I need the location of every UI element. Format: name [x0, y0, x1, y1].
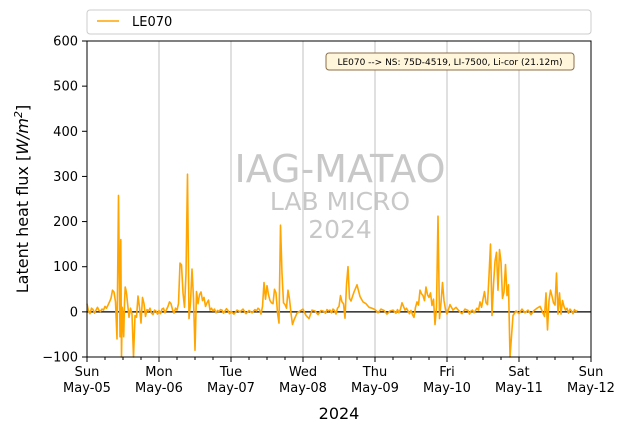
x-tick-label-date: May-08 [279, 381, 327, 396]
y-tick-label: 400 [53, 125, 78, 140]
y-tick-label: −100 [42, 351, 78, 366]
x-tick-label-date: May-05 [63, 381, 111, 396]
x-tick-label-date: May-12 [567, 381, 615, 396]
watermark: IAG-MATAO LAB MICRO 2024 [234, 147, 445, 244]
x-tick-label-day: Mon [145, 365, 172, 380]
y-axis-ticks: −100 0 100 200 300 400 500 600 [42, 35, 87, 366]
x-tick-label-day: Wed [289, 365, 317, 380]
x-tick-label-date: May-06 [135, 381, 183, 396]
x-axis-ticks: SunMay-05MonMay-06TueMay-07WedMay-08ThuM… [63, 357, 615, 396]
x-tick-label-day: Sun [75, 365, 100, 380]
x-tick-label-day: Sat [508, 365, 529, 380]
y-tick-label: 100 [53, 260, 78, 275]
watermark-line-2: LAB MICRO [270, 187, 410, 216]
y-tick-label: 200 [53, 215, 78, 230]
annotation-background [325, 52, 575, 71]
y-tick-label: 500 [53, 80, 78, 95]
y-tick-label: 300 [53, 170, 78, 185]
legend-frame [86, 9, 592, 35]
x-tick-label-date: May-09 [351, 381, 399, 396]
x-axis-title: 2024 [319, 404, 360, 423]
y-axis-title: Latent heat flux [W/m2] [12, 105, 32, 294]
watermark-line-1: IAG-MATAO [234, 147, 445, 191]
x-tick-label-date: May-10 [423, 381, 471, 396]
annotation-text: LE070 --> NS: 75D-4519, LI-7500, Li-cor … [337, 58, 562, 68]
series-line-le070 [86, 173, 578, 358]
y-tick-label: 0 [70, 305, 78, 320]
x-tick-label-day: Tue [219, 365, 242, 380]
y-tick-label: 600 [53, 35, 78, 50]
grid-lines [158, 41, 520, 357]
x-tick-label-date: May-07 [207, 381, 255, 396]
x-tick-label-day: Fri [439, 365, 455, 380]
x-tick-label-day: Thu [362, 365, 387, 380]
legend-label-le070: LE070 [132, 15, 172, 30]
watermark-line-3: 2024 [308, 215, 372, 244]
x-tick-label-date: May-11 [495, 381, 543, 396]
annotation-box: LE070 --> NS: 75D-4519, LI-7500, Li-cor … [325, 52, 575, 71]
legend: LE070 [86, 9, 592, 35]
x-tick-label-day: Sun [579, 365, 604, 380]
